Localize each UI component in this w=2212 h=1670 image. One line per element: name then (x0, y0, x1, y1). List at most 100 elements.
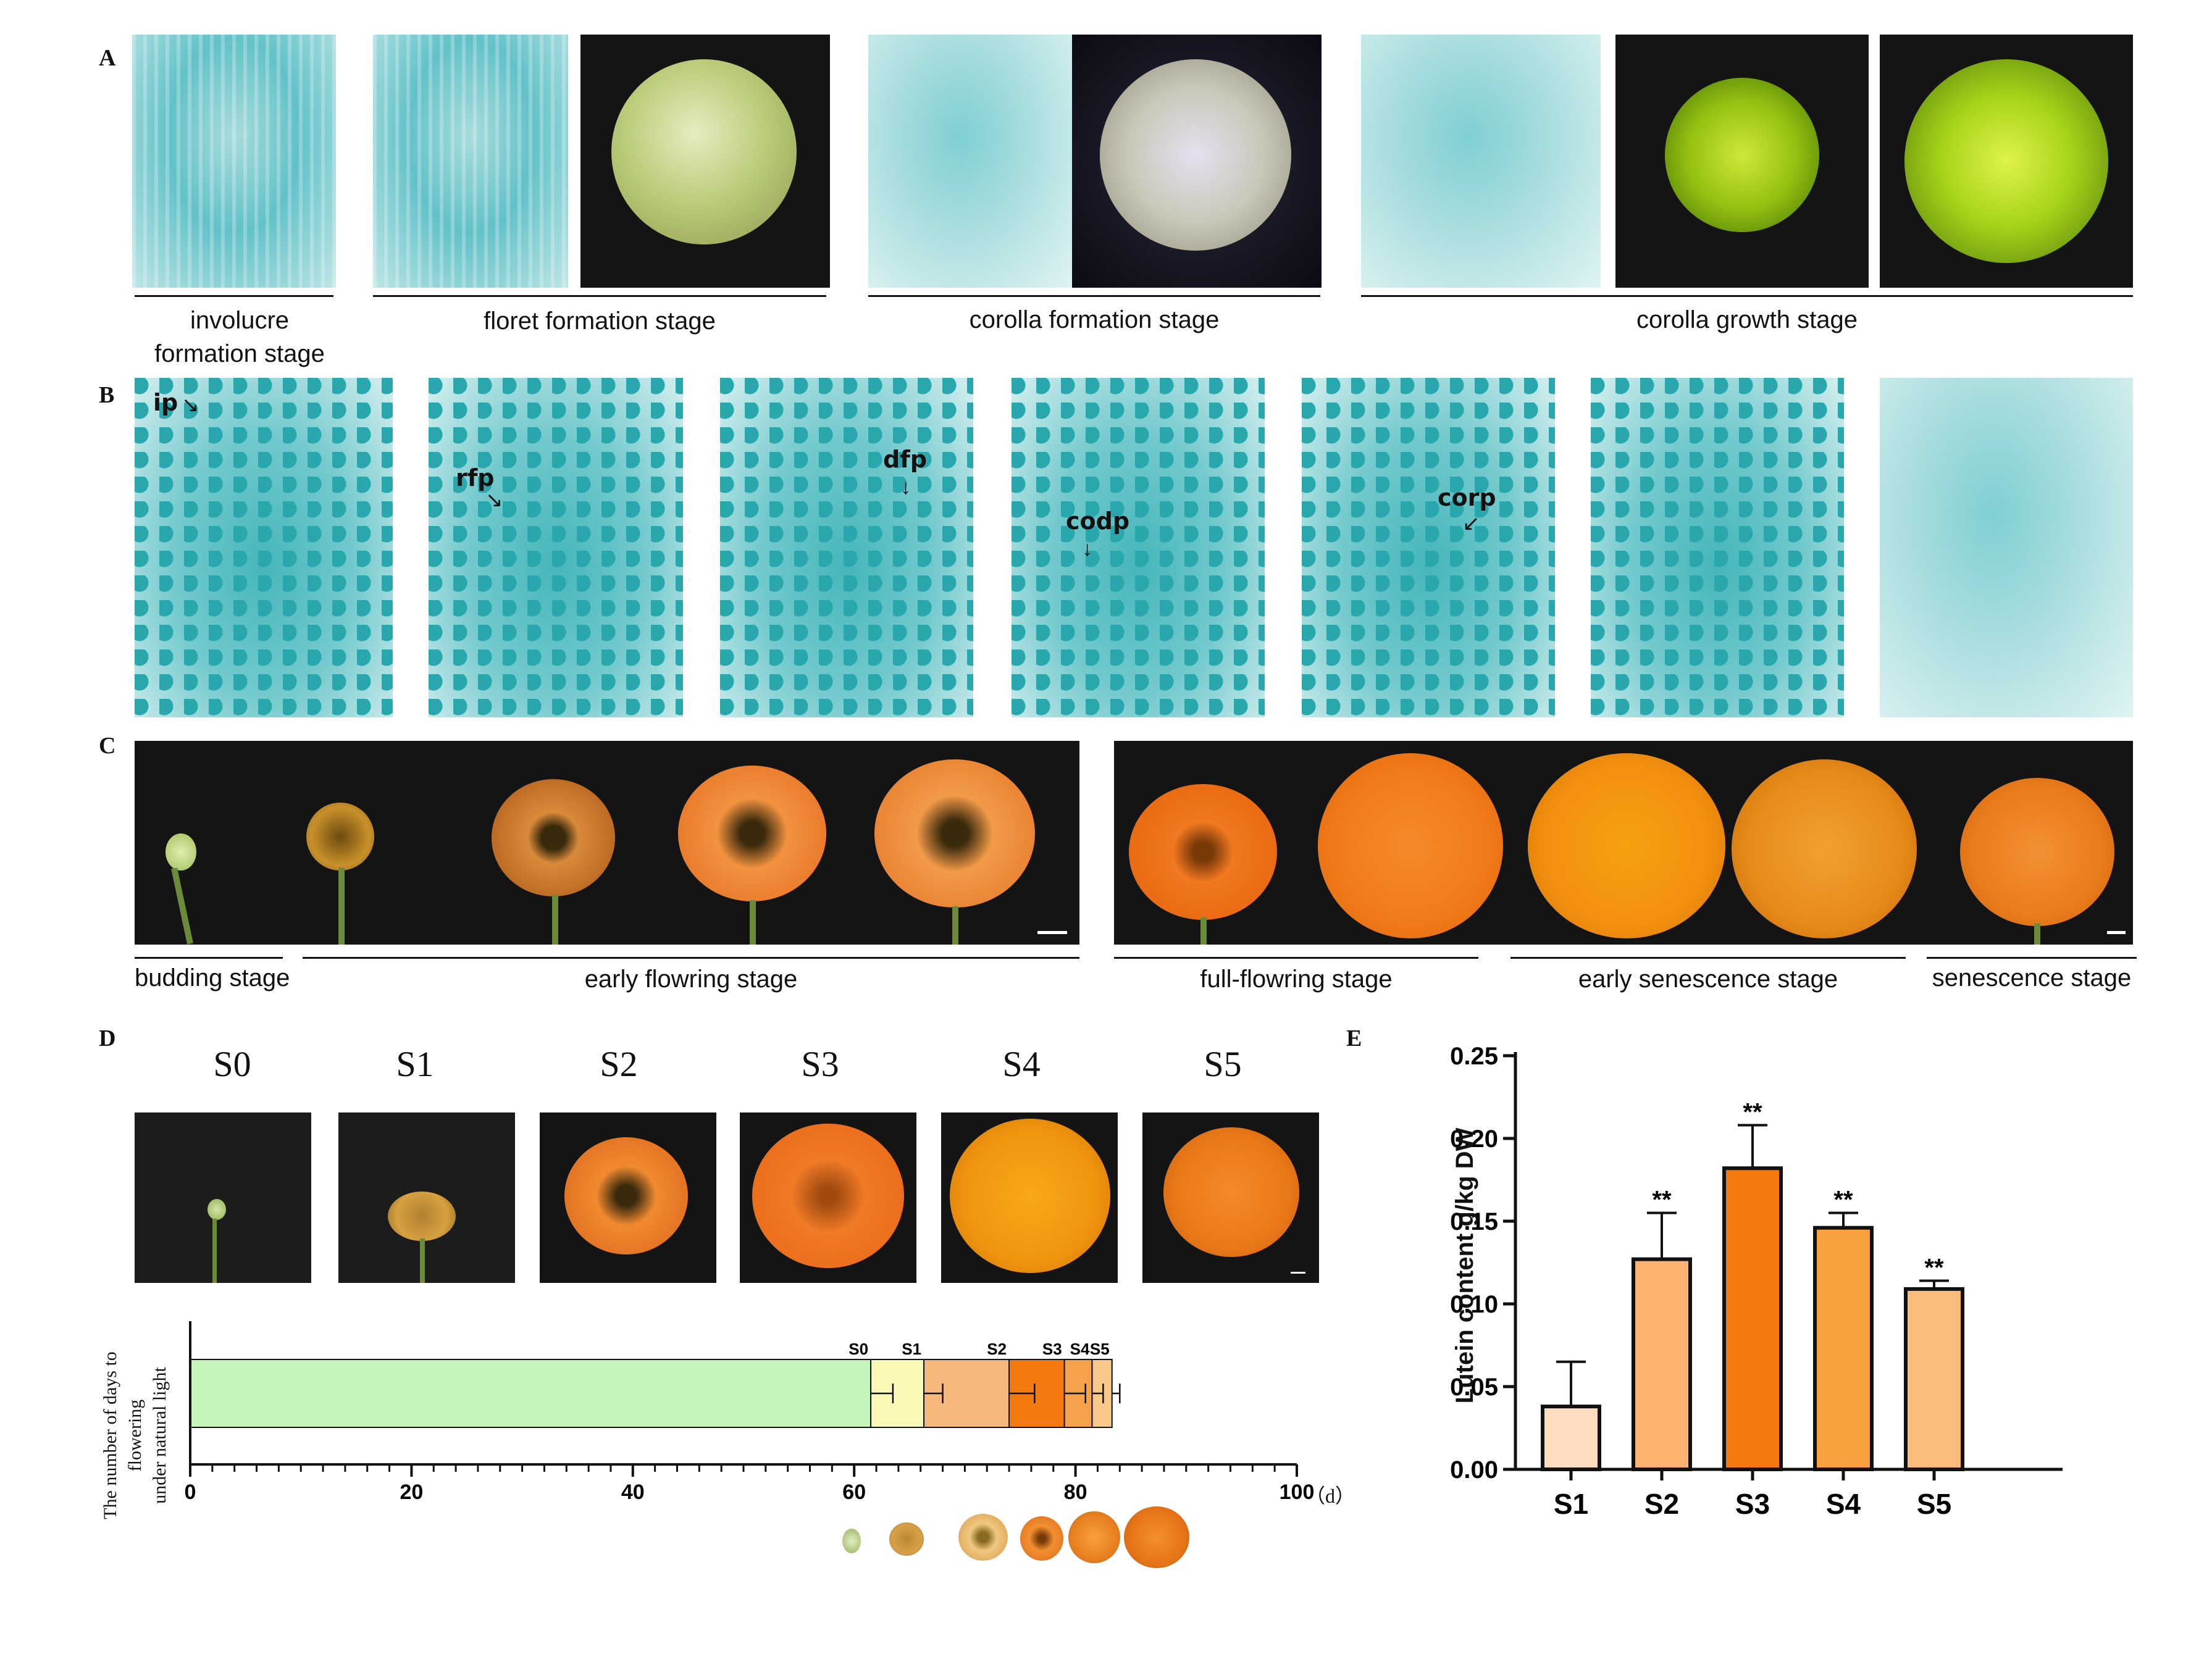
photo-s3 (740, 1113, 916, 1283)
stage-label: budding stage (135, 964, 290, 992)
stage-bracket (135, 295, 333, 297)
photo-strip-flowering (135, 741, 1079, 945)
segment-label: S0 (848, 1340, 868, 1358)
section-image-corp (1302, 378, 1555, 717)
panel-label-c: C (99, 733, 116, 759)
stage-name-s5: S5 (1204, 1044, 1242, 1084)
bar-s2 (1632, 1257, 1692, 1471)
day-segment-s0 (190, 1359, 872, 1428)
significance-marker: ** (1652, 1187, 1672, 1214)
section-image-codp (1012, 378, 1265, 717)
panel-label-a: A (99, 45, 116, 71)
stage-label: early flowring stage (584, 966, 798, 993)
section-image-floret (373, 35, 568, 288)
y-tick-label: 0.05 (1450, 1374, 1498, 1401)
stage-name-s2: S2 (600, 1044, 638, 1084)
stage-bracket (1361, 295, 2133, 297)
section-image-dfp (720, 378, 973, 717)
x-tick-label: S3 (1735, 1488, 1770, 1520)
label-rfp: rfp (456, 464, 495, 491)
bar-s3 (1722, 1166, 1783, 1472)
photo-corolla-growth-head-2 (1880, 35, 2133, 288)
x-tick-label: S4 (1826, 1488, 1861, 1520)
scale-bar (1291, 1272, 1305, 1274)
y-tick-label: 0.15 (1450, 1208, 1498, 1235)
x-tick-label: S5 (1917, 1488, 1951, 1520)
segment-label: S3 (1042, 1340, 1062, 1358)
photo-corolla-formation-head (1072, 35, 1322, 288)
stage-bracket (1510, 957, 1906, 959)
flower-icon (889, 1522, 924, 1556)
arrow-icon: ↘ (182, 393, 199, 417)
stage-bracket (868, 295, 1320, 297)
segment-label: S4 (1070, 1340, 1090, 1358)
stage-bracket (1114, 957, 1478, 959)
flower-icon (1068, 1511, 1120, 1563)
days-chart-unit: （d） (1305, 1485, 1355, 1507)
photo-floret-head (580, 35, 830, 288)
arrow-icon: ↘ (485, 488, 503, 512)
panel-label-e: E (1346, 1025, 1362, 1051)
x-tick-label: 80 (1064, 1480, 1087, 1504)
photo-strip-full (1114, 741, 1515, 945)
photo-s5 (1142, 1113, 1319, 1283)
label-codp: codp (1066, 507, 1130, 535)
stage-label: corolla formation stage (969, 306, 1220, 333)
y-tick-label: 0.00 (1450, 1456, 1498, 1484)
stage-label: early senescence stage (1578, 966, 1838, 993)
stage-bracket (1927, 957, 2137, 959)
flower-icon (1020, 1516, 1063, 1561)
bar-s1 (1541, 1405, 1601, 1471)
lutein-chart-ylabel: Lutein content g/kg DW (1451, 1127, 1478, 1404)
stage-name-s3: S3 (801, 1044, 839, 1084)
stage-name-s4: S4 (1002, 1044, 1041, 1084)
arrow-icon: ↓ (1082, 537, 1092, 561)
stage-label: involucre formation stage (154, 307, 325, 367)
flower-icon (1124, 1506, 1189, 1568)
section-image-rfp (429, 378, 683, 717)
x-tick-label: 60 (842, 1480, 866, 1504)
photo-s0 (135, 1113, 311, 1283)
photo-s2 (540, 1113, 716, 1283)
photo-corolla-growth-head-1 (1615, 35, 1869, 288)
section-image-ip (135, 378, 393, 717)
x-tick-label: S2 (1644, 1488, 1679, 1520)
photo-strip-senescence (1515, 741, 2133, 945)
lutein-chart: 0.00 0.05 0.10 0.15 0.20 0.25 ** ** ** ** S1 S2 S3… (1450, 1043, 2063, 1520)
days-to-flowering-chart: S0 S1 S2 S3 S4 S5 0 20 40 60 80 100 (185, 1321, 1314, 1504)
x-tick-label: S1 (1554, 1488, 1588, 1520)
label-ip: ip (153, 389, 178, 416)
scale-bar (2107, 931, 2126, 934)
label-dfp: dfp (883, 446, 927, 473)
photo-s1 (338, 1113, 515, 1283)
stage-label: senescence stage (1932, 964, 2132, 992)
flower-icon (958, 1514, 1008, 1561)
bar-s5 (1904, 1287, 1964, 1471)
stage-name-s0: S0 (213, 1044, 251, 1084)
stage-label: corolla growth stage (1636, 306, 1858, 333)
stage-bracket (373, 295, 826, 297)
y-tick-label: 0.10 (1450, 1291, 1498, 1318)
panel-label-b: B (99, 382, 115, 408)
section-image-corolla-formation (868, 35, 1072, 288)
stage-name-s1: S1 (396, 1044, 434, 1084)
flower-icon (842, 1529, 861, 1553)
significance-marker: ** (1833, 1187, 1853, 1214)
y-tick-label: 0.25 (1450, 1043, 1498, 1070)
arrow-icon: ↓ (900, 475, 911, 499)
significance-marker: ** (1743, 1099, 1762, 1126)
section-image-corolla-growth (1361, 35, 1601, 288)
days-chart-ylabel: The number of days to flowering under na… (100, 1351, 170, 1519)
section-image-last (1880, 378, 2133, 717)
segment-label: S5 (1090, 1340, 1110, 1358)
stage-bracket (303, 957, 1079, 959)
panel-label-d: D (99, 1025, 116, 1051)
x-tick-label: 20 (400, 1480, 423, 1504)
stage-label: floret formation stage (484, 307, 716, 335)
y-tick-label: 0.20 (1450, 1125, 1498, 1153)
stage-label: full-flowring stage (1200, 966, 1393, 993)
stage-bracket (135, 957, 283, 959)
section-image-late (1591, 378, 1844, 717)
segment-label: S1 (902, 1340, 921, 1358)
x-tick-label: 0 (185, 1480, 196, 1504)
